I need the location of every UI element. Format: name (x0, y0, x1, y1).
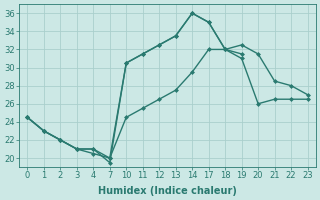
X-axis label: Humidex (Indice chaleur): Humidex (Indice chaleur) (98, 186, 237, 196)
